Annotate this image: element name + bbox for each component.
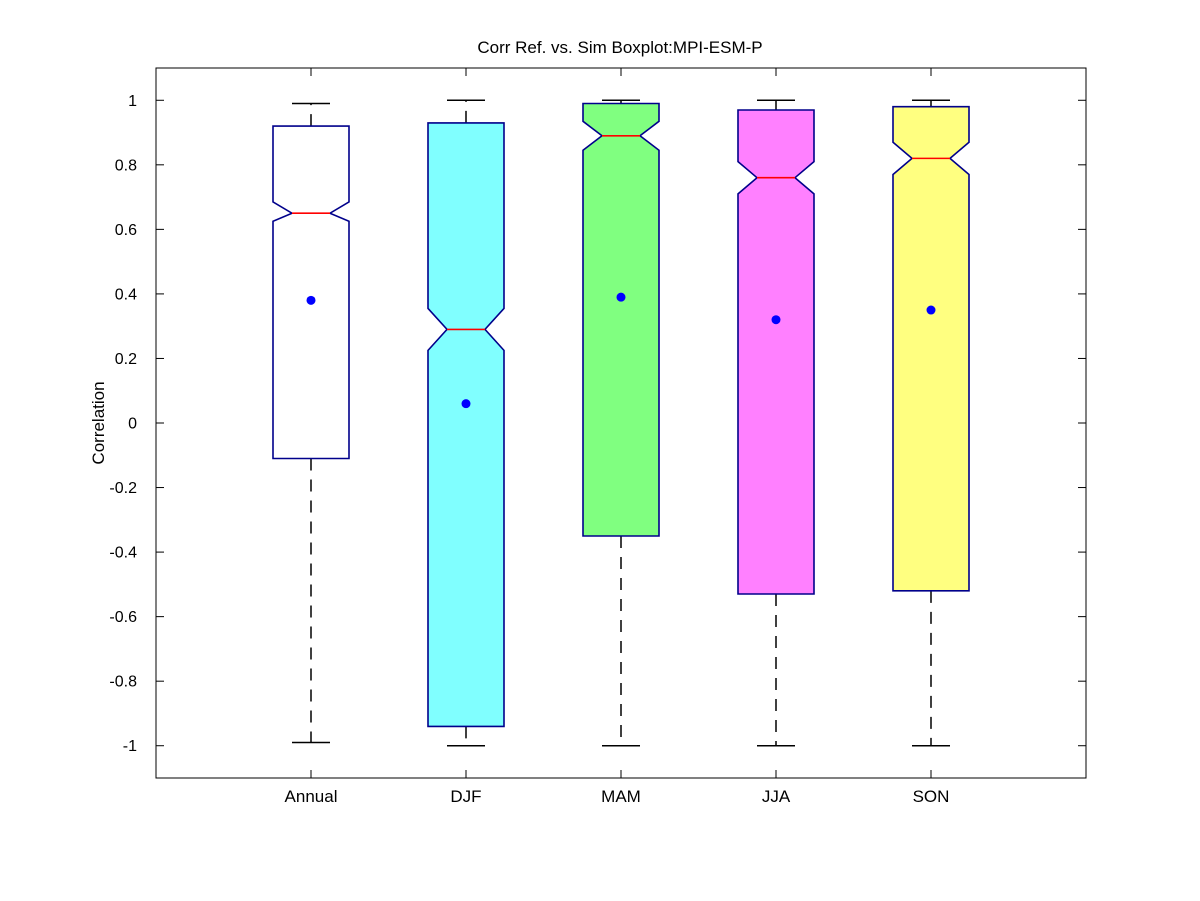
y-tick-label: 0 [128,416,137,433]
box-group-djf [427,99,505,747]
box-group-jja [737,99,815,747]
notched-box [582,102,660,537]
x-tick-label: SON [913,787,950,806]
y-tick-label: -0.8 [109,674,137,691]
chart-title: Corr Ref. vs. Sim Boxplot:MPI-ESM-P [477,38,762,57]
x-tick-label: MAM [601,787,641,806]
y-tick-label: -0.6 [109,609,137,626]
y-tick-label: 0.4 [115,286,137,303]
notched-box [427,122,505,728]
box-group-annual [272,102,350,744]
box-group-son [892,99,970,747]
mean-marker [616,292,626,302]
mean-marker [926,305,936,315]
y-tick-label: 0.8 [115,157,137,174]
mean-marker [461,399,471,409]
y-axis-label: Correlation [89,381,108,464]
y-tick-label: -1 [123,738,137,755]
axes: Annual DJF MAM JJA SON 1 0.8 0.6 0.4 0.2 0 -0.2 -0.4… [109,67,1087,806]
notched-box [272,125,350,460]
y-tick-label: -0.4 [109,545,137,562]
y-tick-label: 0.6 [115,222,137,239]
y-tick-label: -0.2 [109,480,137,497]
mean-marker [771,315,781,325]
box-group-mam [582,99,660,747]
y-tick-label: 0.2 [115,351,137,368]
axes-frame [155,67,1087,779]
plot-area [272,99,970,747]
x-tick-label: Annual [285,787,338,806]
notched-box [892,105,970,592]
mean-marker [306,295,316,305]
x-tick-label: DJF [450,787,481,806]
y-tick-label: 1 [128,93,137,110]
notched-box [737,109,815,595]
x-tick-label: JJA [762,787,791,806]
